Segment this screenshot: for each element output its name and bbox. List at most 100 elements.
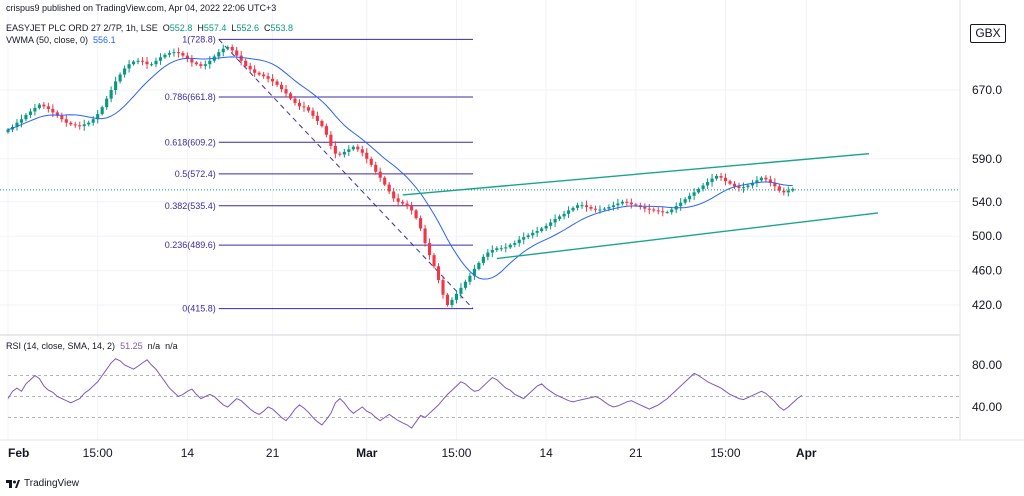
symbol-legend[interactable]: EASYJET PLC ORD 27 2/7P, 1h, LSE O552.8 …	[6, 23, 293, 33]
candle-body	[697, 188, 701, 193]
candle-body	[575, 205, 580, 208]
vwma-legend[interactable]: VWMA (50, close, 0) 556.1	[6, 35, 116, 45]
candle-body	[244, 60, 248, 66]
time-tick-1: 15:00	[83, 446, 113, 460]
rsi-legend[interactable]: RSI (14, close, SMA, 14, 2) 51.25 n/a n/…	[6, 341, 178, 351]
candle-body	[19, 119, 24, 123]
candle-body	[360, 149, 364, 153]
candle-body	[643, 206, 647, 209]
rsi-axis[interactable]: 80.00 40.00	[972, 358, 1002, 414]
candle-body	[82, 124, 86, 127]
ohlc-open: O552.8	[162, 23, 193, 33]
candle-body	[777, 186, 781, 191]
candle-body	[60, 115, 64, 120]
candle-body	[517, 239, 521, 244]
candle-body	[755, 180, 759, 183]
candle-body	[526, 235, 530, 238]
candle-body	[562, 213, 566, 217]
candle-body	[123, 68, 127, 75]
candle-body	[96, 114, 100, 120]
candle-body	[593, 208, 598, 210]
candle-body	[208, 60, 212, 65]
candle-body	[679, 202, 683, 207]
candle-body	[419, 218, 423, 229]
grid-layer	[0, 0, 960, 440]
candle-body	[688, 195, 692, 200]
candle-body	[468, 275, 472, 282]
time-tick-6: 14	[539, 446, 553, 460]
candle-body	[436, 266, 441, 281]
fib-label-0: 1(728.8)	[182, 34, 216, 44]
candle-body	[454, 293, 459, 300]
candle-body	[441, 280, 445, 295]
price-tick-3: 500.0	[972, 229, 1002, 243]
candle-body	[773, 182, 777, 187]
candle-body	[499, 248, 503, 250]
candle-body	[683, 199, 687, 203]
candle-body	[710, 178, 714, 183]
ohlc-low: L552.6	[231, 23, 259, 33]
candle-body	[616, 203, 620, 206]
candle-body	[172, 52, 176, 54]
candle-body	[607, 206, 611, 209]
ohlc-high: H557.4	[197, 23, 227, 33]
candle-body	[15, 122, 19, 127]
price-axis[interactable]: 670.0 590.0 540.0 500.0 460.0 420.0	[972, 83, 1002, 312]
candle-body	[158, 57, 163, 61]
candle-body	[6, 129, 10, 133]
candle-body	[387, 184, 391, 192]
channel-lower-line	[496, 212, 879, 260]
candle-body	[553, 219, 557, 223]
rsi-tick-0: 80.00	[972, 358, 1002, 372]
candlestick-series	[6, 44, 795, 308]
candle-body	[459, 287, 463, 294]
candle-body	[768, 179, 772, 183]
trend-channel[interactable]	[402, 152, 879, 260]
candle-body	[105, 98, 109, 108]
candle-body	[396, 198, 400, 202]
candle-body	[445, 294, 450, 305]
candle-body	[109, 90, 113, 99]
candle-body	[383, 177, 387, 185]
candle-body	[410, 206, 414, 211]
candle-body	[69, 122, 73, 125]
candle-body	[226, 47, 230, 49]
candle-body	[315, 115, 319, 121]
fibonacci-retracement[interactable]: 1(728.8) 0.786(661.8) 0.618(609.2) 0.5(572.…	[165, 34, 474, 314]
rsi-na-1: n/a	[147, 341, 161, 351]
candle-body	[163, 54, 167, 58]
tradingview-brand[interactable]: TradingView	[6, 478, 79, 489]
candle-body	[414, 210, 418, 219]
candle-body	[463, 281, 467, 288]
candle-body	[432, 255, 436, 267]
candle-body	[320, 120, 324, 127]
candle-body	[549, 222, 553, 226]
currency-badge[interactable]: GBX	[970, 24, 1006, 43]
candle-body	[495, 248, 499, 250]
vwma-label: VWMA (50, close, 0)	[6, 35, 89, 45]
candle-body	[714, 176, 719, 179]
candle-body	[145, 61, 149, 65]
candle-body	[504, 247, 508, 249]
candle-body	[279, 84, 284, 90]
candle-body	[235, 50, 239, 56]
fib-trend-line	[218, 39, 474, 309]
candle-body	[342, 151, 346, 155]
candle-body	[176, 52, 180, 54]
candle-body	[262, 74, 266, 77]
candle-body	[374, 164, 378, 172]
time-axis[interactable]: Feb 15:00 14 21 Mar 15:00 14 21 15:00 Apr	[8, 446, 817, 460]
time-tick-2: 14	[181, 446, 195, 460]
candle-body	[746, 185, 750, 188]
candle-body	[737, 186, 741, 189]
candle-body	[333, 145, 337, 154]
candle-body	[625, 201, 629, 203]
fib-label-1: 0.786(661.8)	[165, 92, 216, 102]
candle-body	[477, 262, 481, 269]
candle-body	[450, 299, 454, 305]
candle-body	[629, 202, 633, 205]
candle-body	[136, 60, 140, 62]
price-tick-1: 590.0	[972, 152, 1002, 166]
publisher-line: crispus9 published on TradingView.com, A…	[6, 3, 277, 13]
